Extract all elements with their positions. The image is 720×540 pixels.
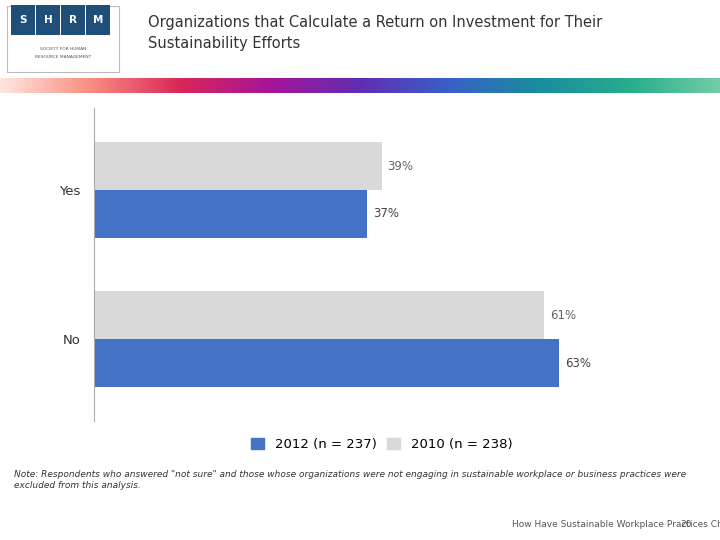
Text: Organizations that Calculate a Return on Investment for Their
Sustainability Eff: Organizations that Calculate a Return on… xyxy=(148,15,602,51)
Bar xyxy=(7,6,119,72)
Bar xyxy=(94,339,559,387)
Text: Note: Respondents who answered "not sure" and those whose organizations were not: Note: Respondents who answered "not sure… xyxy=(14,470,687,490)
Text: 37%: 37% xyxy=(373,207,399,220)
Bar xyxy=(61,5,85,35)
Text: 63%: 63% xyxy=(564,356,590,369)
Text: 20: 20 xyxy=(680,520,692,529)
Bar xyxy=(94,143,382,190)
Text: R: R xyxy=(69,15,77,25)
Bar xyxy=(94,292,544,339)
Text: 39%: 39% xyxy=(387,160,413,173)
Text: 61%: 61% xyxy=(550,309,576,322)
Bar xyxy=(94,190,366,238)
Text: SOCIETY FOR HUMAN: SOCIETY FOR HUMAN xyxy=(40,46,86,51)
Text: S: S xyxy=(19,15,27,25)
Text: H: H xyxy=(43,15,53,25)
Text: RESOURCE MANAGEMENT: RESOURCE MANAGEMENT xyxy=(35,55,91,59)
Text: M: M xyxy=(93,15,104,25)
Bar xyxy=(36,5,60,35)
Legend: 2012 (n = 237), 2010 (n = 238): 2012 (n = 237), 2010 (n = 238) xyxy=(246,433,518,456)
Text: How Have Sustainable Workplace Practices Changed Over Time?©SHRM 2013: How Have Sustainable Workplace Practices… xyxy=(512,520,720,529)
Bar xyxy=(11,5,35,35)
Bar xyxy=(86,5,110,35)
